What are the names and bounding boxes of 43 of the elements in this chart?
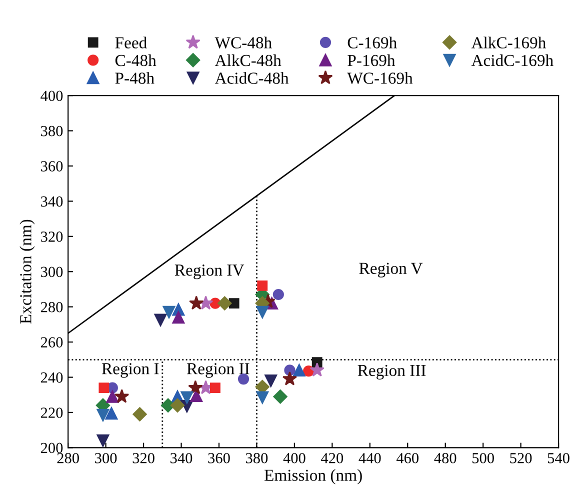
annotation: Region IV (174, 264, 244, 280)
x-tick-label: 480 (434, 452, 456, 464)
x-tick-label: 300 (95, 452, 117, 464)
y-tick-label: 400 (40, 90, 63, 102)
y-tick-label: 220 (40, 408, 63, 418)
y-tick-label: 300 (41, 266, 63, 278)
y-tick-label: 380 (41, 126, 63, 136)
x-tick-label: 380 (246, 452, 268, 464)
annotation: Region III (358, 364, 426, 380)
x-tick-label: 440 (358, 452, 381, 464)
x-tick-label: 340 (170, 452, 192, 464)
annotation: Region II (186, 363, 250, 378)
annotation: Region I (102, 363, 159, 378)
x-axis-title: Emission (nm) (264, 469, 362, 484)
legend-label: Feed (115, 36, 147, 48)
y-tick-label: 360 (41, 161, 63, 172)
x-tick-label: 360 (208, 452, 230, 464)
x-tick-label: 420 (321, 452, 344, 464)
legend-label: AcidC-48h (214, 72, 289, 84)
x-tick-label: 280 (57, 452, 79, 464)
legend-label: WC-48h (214, 36, 272, 49)
y-tick-label: 340 (41, 196, 63, 207)
y-tick-label: 320 (41, 232, 63, 242)
legend-label: P-48h (115, 72, 154, 84)
x-tick-label: 460 (396, 452, 419, 464)
x-tick-label: 500 (472, 452, 494, 464)
legend-label: AcidC-169h (471, 54, 554, 66)
y-tick-label: 260 (40, 337, 63, 348)
x-tick-label: 520 (510, 452, 532, 464)
x-tick-label: 320 (132, 452, 154, 464)
y-tick-label: 200 (40, 442, 63, 454)
legend-label: C-48h (115, 54, 156, 66)
legend-label: AlkC-48h (214, 54, 282, 66)
annotation: Region V (359, 262, 423, 278)
y-axis-title: Excitation (nm) (20, 220, 35, 324)
x-tick-label: 400 (283, 452, 306, 464)
x-tick-label: 540 (548, 452, 570, 464)
y-tick-label: 280 (40, 302, 63, 312)
legend-label: C-169h (348, 36, 397, 48)
legend-label: WC-169h (347, 72, 413, 84)
y-tick-label: 240 (40, 372, 63, 383)
legend-label: P-169h (348, 54, 396, 66)
legend-label: AlkC-169h (471, 36, 546, 48)
